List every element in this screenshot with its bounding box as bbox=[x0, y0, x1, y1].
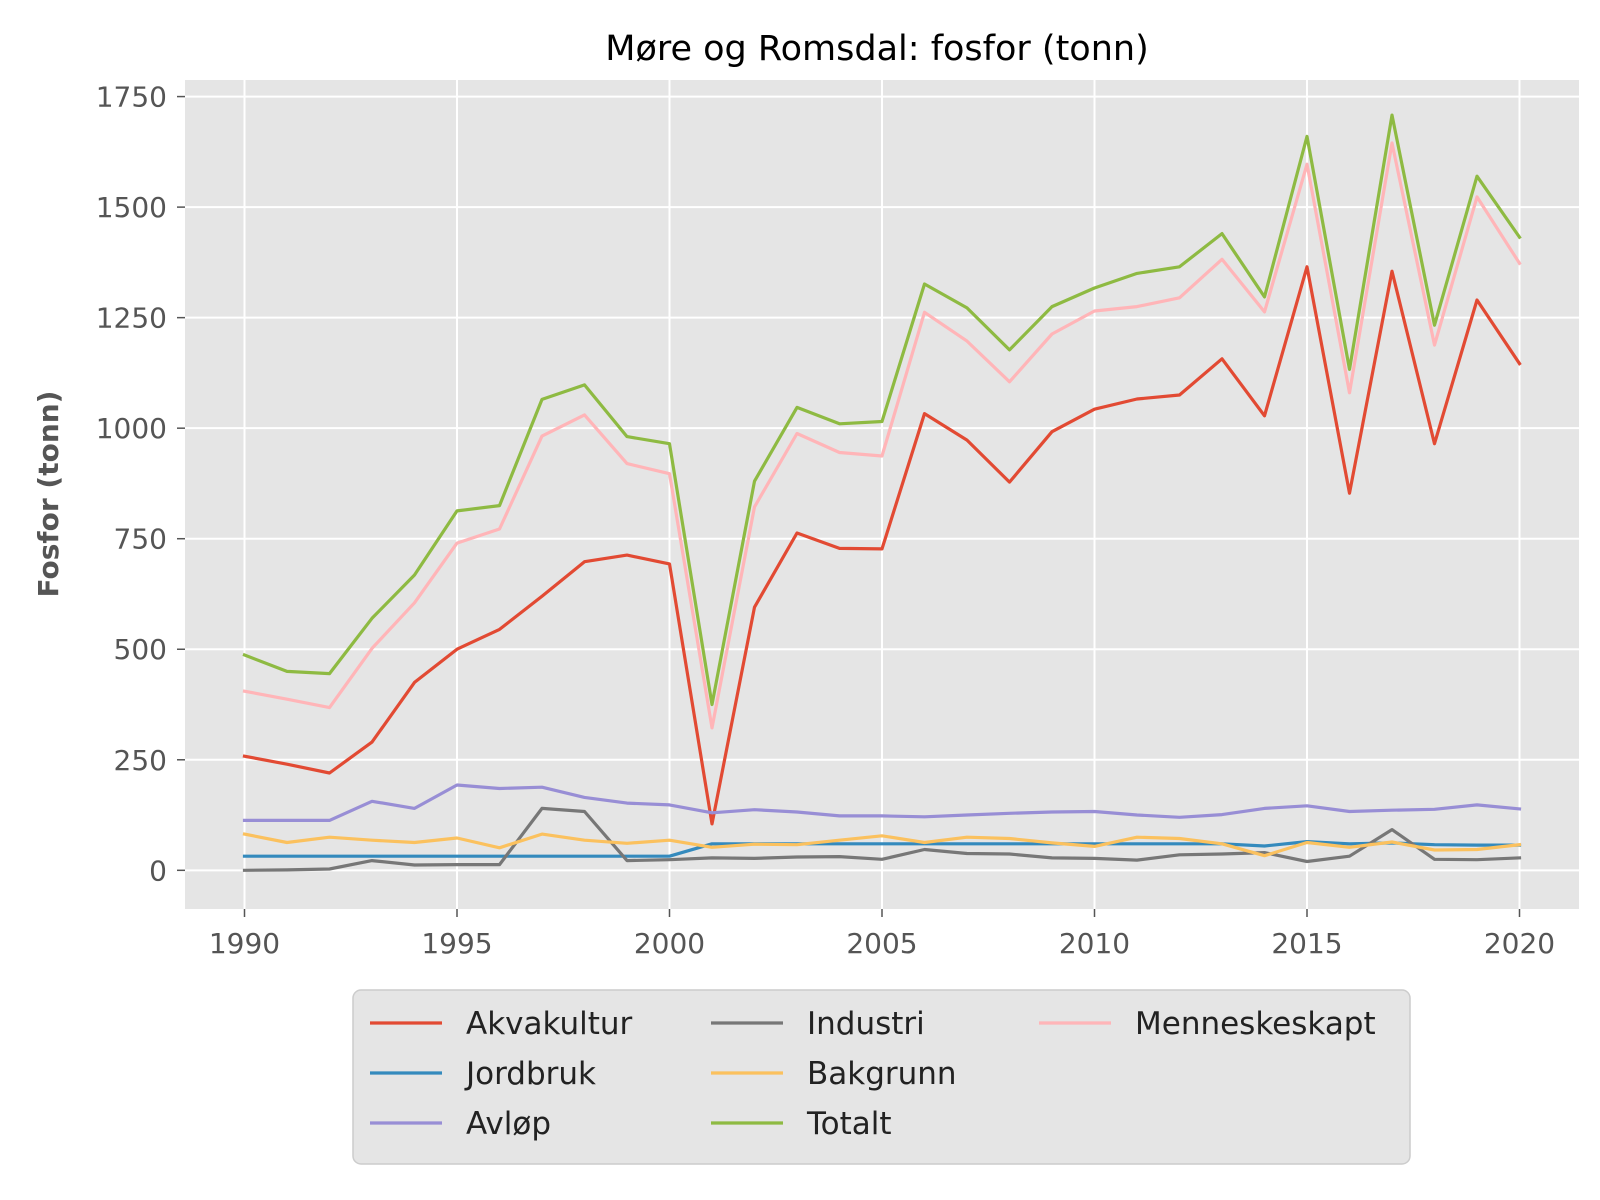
axis-ticks: 1990 1995 2000 2005 2010 2015 2020 0 250 500 750 10… bbox=[96, 81, 1555, 960]
x-tick-label: 2015 bbox=[1271, 927, 1342, 960]
y-tick-label: 0 bbox=[149, 854, 167, 887]
x-tick-label: 2010 bbox=[1059, 927, 1130, 960]
legend-box bbox=[352, 989, 1411, 1165]
legend-label: Industri bbox=[807, 1006, 925, 1042]
series-line-menneskeskapt bbox=[242, 141, 1522, 730]
y-tick-label: 1000 bbox=[96, 412, 167, 445]
legend: Akvakultur Jordbruk Avløp Industri Bakgrunn T… bbox=[352, 989, 1411, 1165]
legend-label: Menneskeskapt bbox=[1135, 1006, 1376, 1042]
y-tick-label: 750 bbox=[114, 523, 167, 556]
series-line-avløp bbox=[242, 783, 1522, 823]
series-line-totalt bbox=[242, 113, 1522, 707]
y-axis-label: Fosfor (tonn) bbox=[32, 391, 65, 598]
x-tick-label: 2020 bbox=[1484, 927, 1555, 960]
legend-label: Jordbruk bbox=[464, 1056, 596, 1092]
legend-label: Akvakultur bbox=[466, 1006, 633, 1042]
y-tick-label: 1250 bbox=[96, 302, 167, 335]
y-tick-label: 250 bbox=[114, 744, 167, 777]
series-line-bakgrunn bbox=[242, 832, 1522, 858]
x-tick-label: 1990 bbox=[209, 927, 280, 960]
chart-title: Møre og Romsdal: fosfor (tonn) bbox=[605, 29, 1148, 69]
legend-label: Bakgrunn bbox=[807, 1056, 957, 1092]
y-tick-label: 500 bbox=[114, 633, 167, 666]
x-tick-label: 2005 bbox=[846, 927, 917, 960]
x-tick-label: 2000 bbox=[634, 927, 705, 960]
legend-label: Totalt bbox=[806, 1106, 892, 1142]
y-tick-label: 1500 bbox=[96, 191, 167, 224]
series-line-akvakultur bbox=[242, 265, 1522, 826]
series-lines bbox=[242, 113, 1522, 872]
y-tick-label: 1750 bbox=[96, 81, 167, 114]
x-tick-label: 1995 bbox=[421, 927, 492, 960]
series-line-industri bbox=[242, 806, 1522, 872]
grid bbox=[185, 80, 1579, 909]
legend-label: Avløp bbox=[466, 1106, 551, 1142]
